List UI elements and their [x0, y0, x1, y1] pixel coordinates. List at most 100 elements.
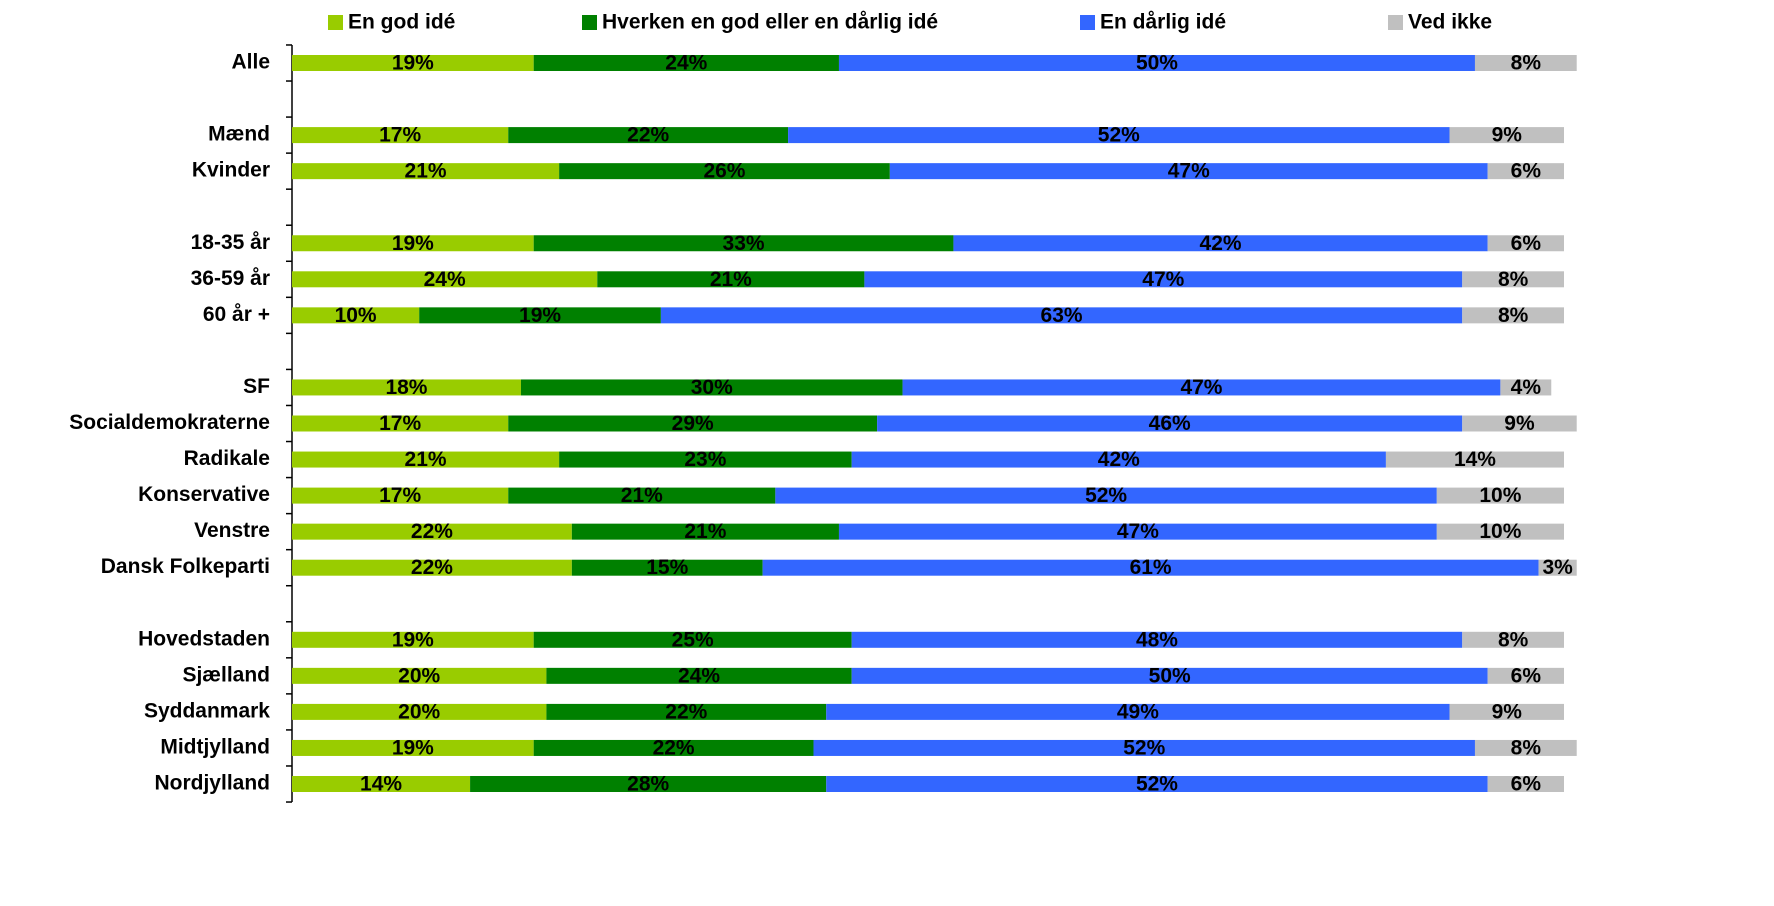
- data-label: 8%: [1498, 304, 1529, 327]
- data-label: 22%: [653, 736, 695, 759]
- bar-segment: [1436, 523, 1564, 540]
- data-label: 22%: [627, 124, 669, 147]
- bar-segment: [520, 379, 903, 396]
- legend-label: En dårlig idé: [1100, 11, 1226, 34]
- y-tick-label: Radikale: [184, 447, 270, 470]
- data-label: 9%: [1504, 412, 1535, 435]
- bar-segment: [559, 163, 890, 180]
- data-label: 61%: [1130, 556, 1172, 579]
- data-label: 19%: [392, 232, 434, 255]
- data-label: 21%: [405, 160, 447, 183]
- data-label: 21%: [405, 448, 447, 471]
- bar-segment: [864, 271, 1463, 288]
- bar-segment: [762, 559, 1539, 576]
- bar-segment: [838, 55, 1475, 71]
- bar-segment: [292, 776, 471, 792]
- legend-label: En god idé: [348, 11, 455, 34]
- bar-segment: [1436, 487, 1564, 504]
- y-tick-label: 18-35 år: [191, 231, 270, 254]
- data-label: 8%: [1511, 736, 1542, 759]
- data-label: 47%: [1168, 160, 1210, 183]
- data-label: 21%: [684, 520, 726, 543]
- data-label: 26%: [703, 160, 745, 183]
- bar-segment: [775, 487, 1437, 504]
- bar-segment: [902, 379, 1501, 396]
- bar-segment: [1474, 55, 1577, 71]
- bar-segment: [546, 703, 827, 720]
- bar-segment: [1462, 631, 1564, 648]
- bar-segment: [571, 523, 839, 540]
- data-label: 50%: [1136, 52, 1178, 75]
- bar-segment: [1449, 127, 1564, 144]
- data-label: 17%: [379, 412, 421, 435]
- bar-segment: [1500, 379, 1552, 396]
- bar-segment: [660, 307, 1463, 324]
- bar-segment: [292, 559, 572, 576]
- bar-segment: [292, 163, 560, 180]
- data-label: 6%: [1511, 773, 1542, 796]
- bar-segment: [559, 451, 852, 468]
- data-label: 30%: [691, 376, 733, 399]
- bar-segment: [533, 55, 839, 71]
- bar-segment: [1487, 163, 1564, 180]
- bar-segment: [292, 307, 420, 324]
- data-label: 21%: [621, 484, 663, 507]
- y-tick-label: Socialdemokraterne: [69, 411, 270, 434]
- data-label: 10%: [1479, 520, 1521, 543]
- bar-segment: [1487, 776, 1564, 792]
- data-label: 47%: [1180, 376, 1222, 399]
- y-tick-label: Venstre: [194, 519, 270, 542]
- data-label: 19%: [392, 628, 434, 651]
- data-label: 8%: [1498, 628, 1529, 651]
- bar-segment: [508, 415, 878, 432]
- legend-swatch: [1080, 15, 1095, 30]
- data-label: 10%: [335, 304, 377, 327]
- data-label: 20%: [398, 664, 440, 687]
- y-tick-label: Hovedstaden: [138, 627, 270, 650]
- bar-segment: [1538, 559, 1577, 576]
- data-label: 19%: [392, 736, 434, 759]
- legend-label: Hverken en god eller en dårlig idé: [602, 11, 938, 34]
- data-label: 24%: [678, 664, 720, 687]
- data-label: 19%: [392, 52, 434, 75]
- y-tick-label: Sjælland: [182, 663, 270, 686]
- bar-segment: [838, 523, 1437, 540]
- bar-segment: [788, 127, 1450, 144]
- bar-segment: [1462, 307, 1564, 324]
- data-label: 17%: [379, 124, 421, 147]
- bar-segment: [470, 776, 827, 792]
- bar-segment: [533, 739, 814, 756]
- data-label: 42%: [1098, 448, 1140, 471]
- bar-segment: [292, 523, 572, 540]
- bar-segment: [292, 667, 547, 684]
- bar-segment: [826, 776, 1488, 792]
- data-label: 42%: [1200, 232, 1242, 255]
- data-label: 22%: [665, 700, 707, 723]
- bar-segment: [1487, 667, 1564, 684]
- bar-segment: [953, 235, 1488, 252]
- legend-swatch: [582, 15, 597, 30]
- bar-segment: [292, 379, 521, 396]
- y-tick-label: Konservative: [138, 483, 270, 506]
- bar-segment: [508, 127, 789, 144]
- data-label: 6%: [1511, 160, 1542, 183]
- bar-segment: [571, 559, 763, 576]
- data-label: 25%: [672, 628, 714, 651]
- data-label: 9%: [1492, 124, 1523, 147]
- data-label: 17%: [379, 484, 421, 507]
- data-label: 18%: [385, 376, 427, 399]
- data-label: 49%: [1117, 700, 1159, 723]
- data-label: 28%: [627, 773, 669, 796]
- bar-segment: [533, 631, 852, 648]
- bar-segment: [292, 451, 560, 468]
- bar-segment: [1487, 235, 1564, 252]
- y-tick-label: SF: [243, 375, 270, 398]
- data-label: 21%: [710, 268, 752, 291]
- data-label: 14%: [360, 773, 402, 796]
- data-label: 19%: [519, 304, 561, 327]
- y-tick-label: Kvinder: [192, 159, 270, 182]
- data-label: 52%: [1136, 773, 1178, 796]
- bar-segment: [851, 451, 1386, 468]
- y-tick-label: Mænd: [208, 123, 270, 146]
